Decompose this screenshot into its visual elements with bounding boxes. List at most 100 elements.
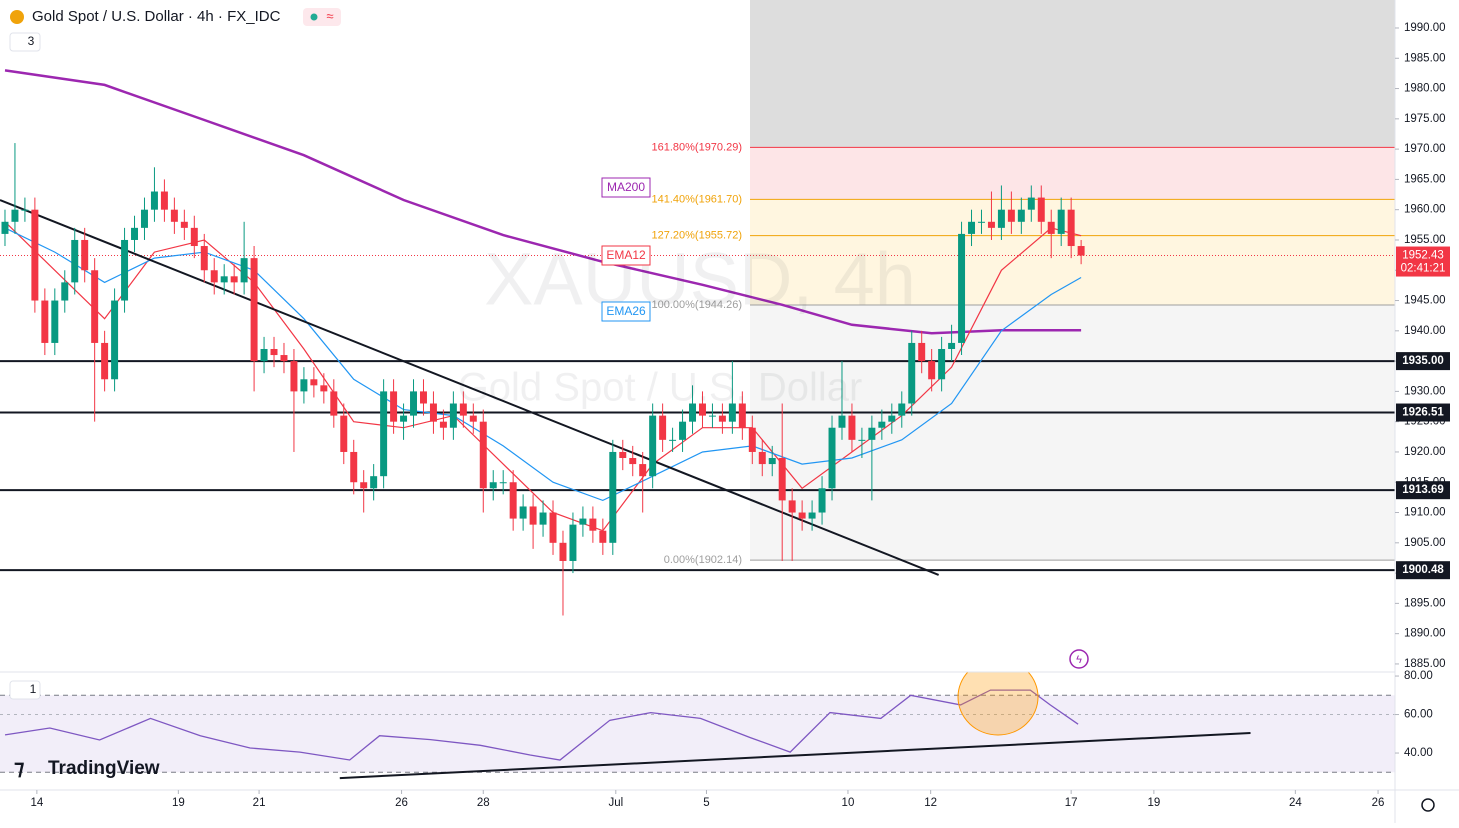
candle [310,367,318,398]
candle [888,403,896,434]
candle-body [828,427,836,489]
candle [200,233,208,283]
candle-body [987,221,995,228]
candle [758,439,766,477]
candle [509,470,517,531]
candle [489,470,497,501]
fib-label: 0.00%(1902.14) [664,554,742,566]
level-axis-label: 1913.69 [1402,484,1444,496]
candle-body [51,300,59,343]
candle [1027,185,1035,222]
overlay: XAUUSD, 4h Gold Spot / U.S. Dollar [458,238,916,410]
fib-label: 100.00%(1944.26) [651,299,742,311]
candle-body [360,482,368,489]
candle-body [439,421,447,428]
last-price-label: 1952.43 [1402,250,1444,262]
candle [419,379,427,416]
candle-body [569,524,577,561]
x-tick-label: 12 [924,797,937,809]
moving-average-line [4,227,1082,502]
x-tick-label: 24 [1289,797,1302,809]
candle-body [419,391,427,404]
indicator-count: 3 [28,34,35,48]
candle-body [838,415,846,428]
candle-body [1057,209,1065,234]
candle [679,409,687,452]
candle-body [659,415,667,440]
candle [808,500,816,531]
candle-body [679,421,687,440]
candle [111,288,119,392]
candle-body [310,379,318,386]
candle [459,391,467,428]
candle-body [280,355,288,362]
candle-body [908,342,916,404]
candle [150,167,158,222]
candle-body [768,458,776,465]
branding: TradingView [48,758,160,779]
candle-body [589,518,597,531]
level-axis-label: 1900.48 [1402,564,1444,576]
candle [798,500,806,531]
candle [250,246,258,392]
candle-body [210,270,218,283]
bar-countdown: 02:41:21 [1401,263,1446,275]
status-wave: ≈ [326,8,333,23]
ema26-text: EMA26 [606,304,646,318]
candle-body [778,458,786,501]
candle-body [599,530,607,543]
indicator-toggle[interactable] [9,32,41,52]
candle-body [111,300,119,380]
candle [330,379,338,428]
settings-icon[interactable] [1421,798,1435,812]
candle-body [250,258,258,362]
level-axis-box [1396,561,1450,580]
candle [140,197,148,240]
candle [360,470,368,513]
candle-body [758,451,766,465]
x-tick-label: 26 [395,797,408,809]
candle [1017,197,1025,234]
last-price-box [1396,246,1450,277]
fib-zone [750,235,1395,306]
candle-body [190,227,198,247]
candle-body [71,239,79,283]
status-badge[interactable] [303,8,341,26]
candle [21,197,29,222]
candle-body [140,209,148,228]
event-icon[interactable] [1069,649,1089,669]
fib-label: 141.40%(1961.70) [651,193,742,205]
candle-body [898,403,906,416]
candle-body [798,512,806,519]
candle-body [559,542,567,561]
candle-body [370,476,378,489]
level-axis-box [1396,403,1450,422]
ema12-text: EMA12 [606,248,646,262]
candle [559,530,567,616]
candle-body [1017,209,1025,222]
candle [91,258,99,422]
symbol-icon [10,10,24,24]
candle-body [858,439,866,441]
highlight-circle [957,672,1039,736]
candle-body [390,391,398,422]
candle-body [708,415,716,417]
candle [290,348,298,452]
candle-body [689,403,697,422]
candle [81,227,89,283]
candle-body [340,415,348,452]
candle [519,494,527,531]
candle [619,439,627,471]
candle [51,288,59,356]
y-tick-label: 1920.00 [1404,446,1446,458]
candle [170,197,178,234]
fib-label: 127.20%(1955.72) [651,230,742,242]
candle-body [738,403,746,428]
candle-body [698,403,706,416]
y-tick-label: 1970.00 [1404,143,1446,155]
candle [768,445,776,477]
candle-body [11,209,19,222]
candle [380,379,388,489]
rsi-toggle[interactable] [9,680,41,700]
